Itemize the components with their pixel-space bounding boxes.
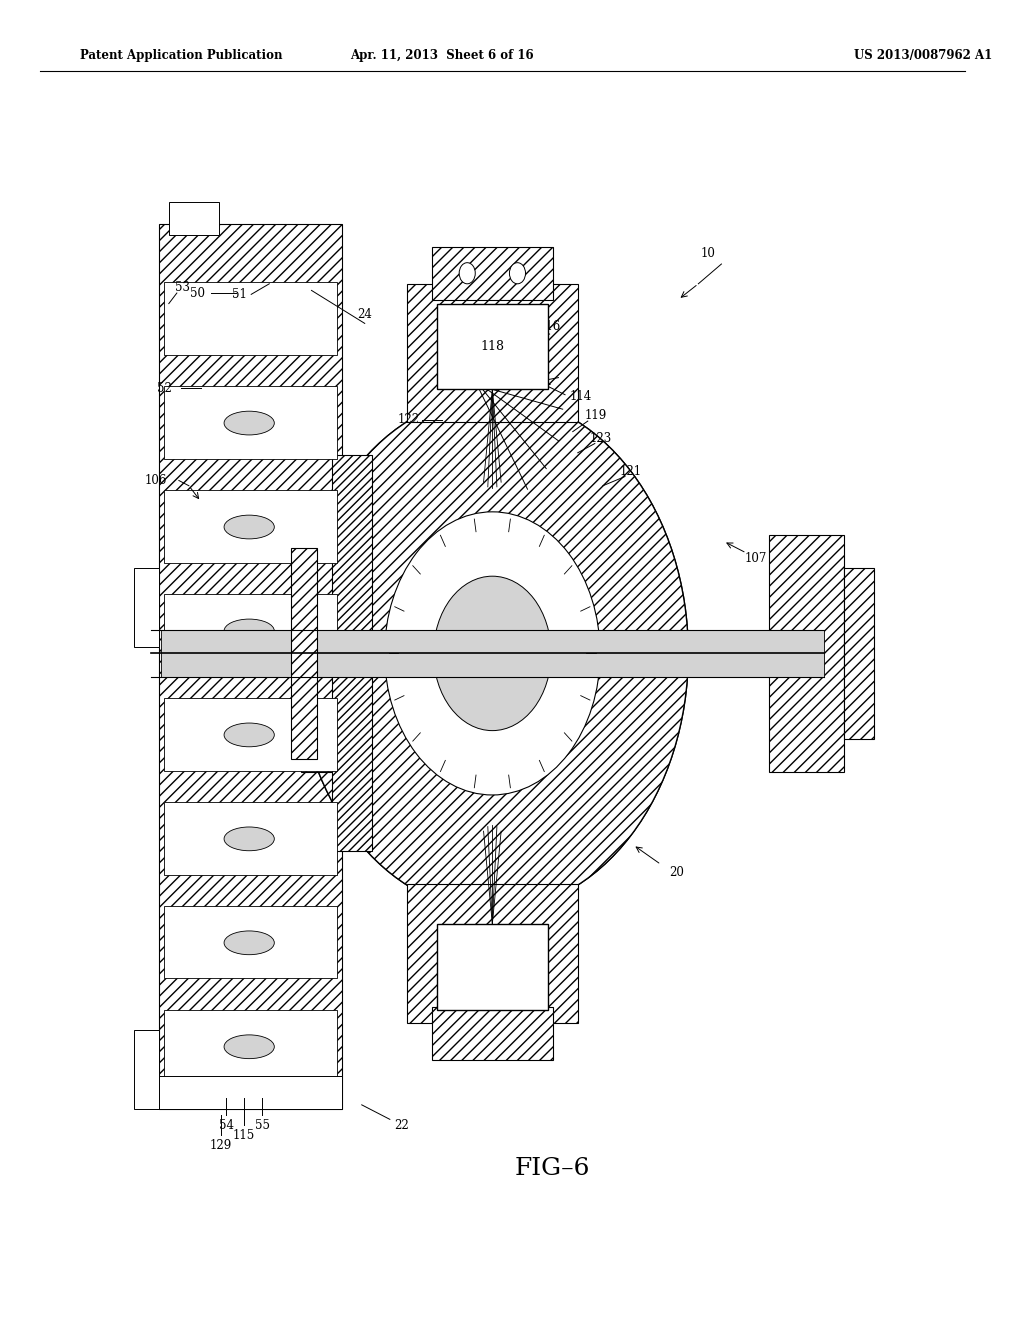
Text: US 2013/0087962 A1: US 2013/0087962 A1: [854, 49, 992, 62]
Text: 129: 129: [210, 1139, 232, 1152]
Bar: [159, 224, 342, 1109]
Bar: [432, 247, 553, 300]
Bar: [164, 906, 337, 978]
Text: FIG–6: FIG–6: [515, 1156, 591, 1180]
Bar: [164, 1010, 337, 1082]
Bar: [161, 630, 824, 677]
Bar: [437, 304, 548, 389]
Text: 116: 116: [539, 319, 561, 333]
Bar: [169, 202, 219, 235]
Bar: [159, 1076, 342, 1109]
Circle shape: [296, 396, 688, 911]
Bar: [844, 568, 874, 739]
Text: 55: 55: [255, 1119, 269, 1133]
Ellipse shape: [224, 1035, 274, 1059]
Bar: [301, 535, 361, 772]
Text: 10: 10: [701, 247, 716, 260]
Bar: [292, 548, 316, 759]
Text: 54: 54: [218, 1119, 233, 1133]
Circle shape: [509, 263, 525, 284]
Text: 20: 20: [669, 866, 684, 879]
Bar: [769, 535, 844, 772]
Ellipse shape: [224, 412, 274, 436]
Text: 24: 24: [357, 308, 372, 321]
Circle shape: [296, 396, 688, 911]
Bar: [134, 568, 159, 647]
Ellipse shape: [224, 515, 274, 539]
Circle shape: [385, 512, 600, 795]
Text: 107: 107: [744, 552, 767, 565]
Text: 50: 50: [190, 286, 206, 300]
Text: Apr. 11, 2013  Sheet 6 of 16: Apr. 11, 2013 Sheet 6 of 16: [350, 49, 534, 62]
Text: 121: 121: [620, 465, 642, 478]
Text: 115: 115: [233, 1129, 255, 1142]
Text: Patent Application Publication: Patent Application Publication: [80, 49, 283, 62]
Text: 52: 52: [158, 381, 172, 395]
Ellipse shape: [224, 723, 274, 747]
Text: 117: 117: [466, 319, 488, 333]
Text: 118: 118: [480, 341, 505, 352]
Bar: [437, 924, 548, 1010]
Bar: [164, 387, 337, 459]
Bar: [164, 490, 337, 562]
Text: 119: 119: [585, 409, 607, 422]
Text: 106: 106: [144, 474, 167, 487]
Text: 53: 53: [175, 281, 190, 294]
Ellipse shape: [224, 931, 274, 954]
Ellipse shape: [224, 619, 274, 643]
Ellipse shape: [224, 826, 274, 851]
Bar: [332, 455, 372, 851]
Text: 123: 123: [590, 432, 612, 445]
Text: 114: 114: [569, 389, 592, 403]
Text: 51: 51: [231, 288, 247, 301]
Bar: [164, 594, 337, 667]
Bar: [407, 884, 578, 1023]
Bar: [164, 282, 337, 355]
Text: 22: 22: [394, 1119, 410, 1133]
Bar: [134, 1030, 159, 1109]
Bar: [432, 1007, 553, 1060]
Circle shape: [459, 263, 475, 284]
Bar: [407, 284, 578, 422]
Circle shape: [433, 576, 551, 731]
Text: 122: 122: [398, 413, 420, 426]
Bar: [164, 698, 337, 771]
Bar: [164, 803, 337, 875]
